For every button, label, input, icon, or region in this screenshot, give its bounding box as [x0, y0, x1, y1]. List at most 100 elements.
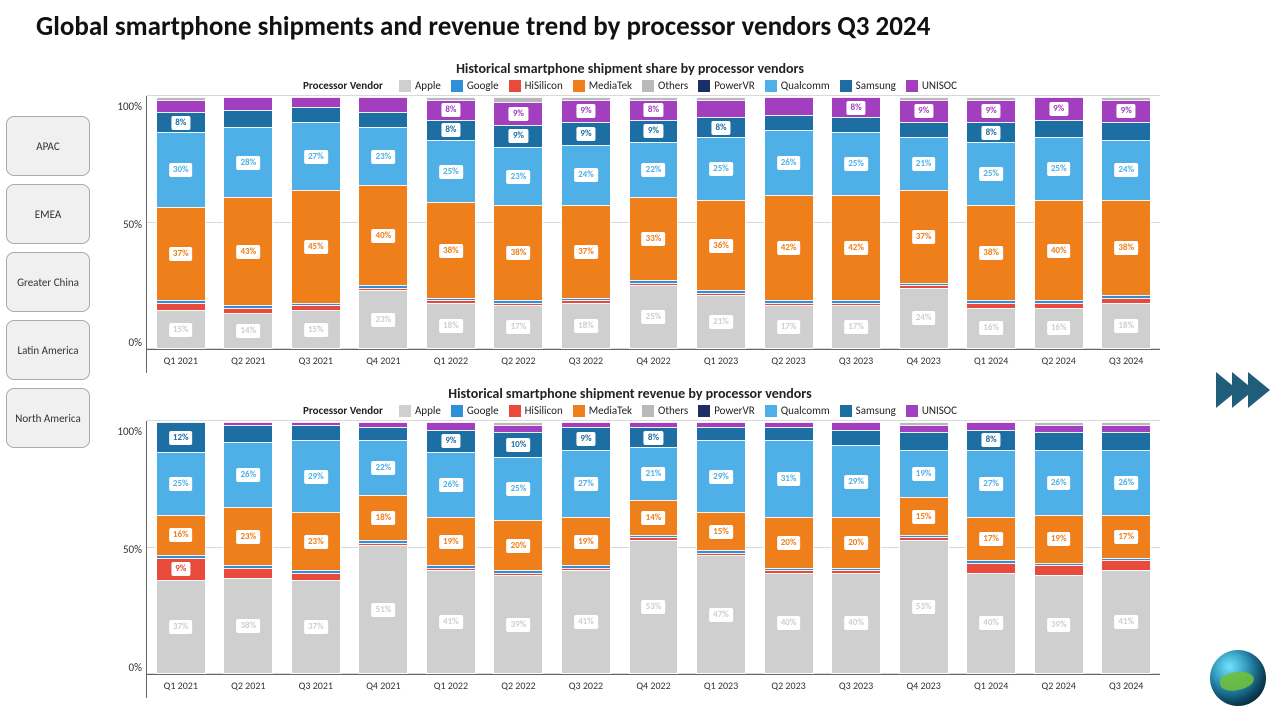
- bar-segment: [900, 283, 948, 286]
- bar-segment: 8%: [967, 122, 1015, 142]
- bar-column: 18%37%24%9%9%: [552, 96, 620, 349]
- next-arrows[interactable]: [1222, 372, 1270, 408]
- bar-segment: [224, 422, 272, 425]
- region-sidebar: APAC EMEA Greater China Latin America North …: [6, 116, 90, 448]
- bar-segment: [157, 300, 205, 303]
- region-button[interactable]: North America: [6, 388, 90, 448]
- x-tick-label: Q1 2024: [957, 349, 1025, 373]
- x-tick-label: Q4 2021: [350, 674, 418, 698]
- bar-segment: 30%: [157, 132, 205, 207]
- bar-segment: 16%: [157, 515, 205, 555]
- bar-segment: [292, 107, 340, 122]
- bar-segment: [292, 303, 340, 306]
- bar-segment: 27%: [292, 122, 340, 190]
- bar-segment: 38%: [427, 202, 475, 297]
- stacked-bar: 38%23%26%: [223, 421, 273, 674]
- legend-item: Others: [642, 79, 688, 92]
- segment-value-badge: 26%: [776, 155, 802, 171]
- bar-segment: 41%: [1102, 570, 1150, 673]
- segment-value-badge: 40%: [843, 615, 869, 631]
- region-button[interactable]: APAC: [6, 116, 90, 176]
- bar-segment: 9%: [900, 100, 948, 123]
- stacked-bar: 40%20%29%: [831, 421, 881, 674]
- bar-segment: [494, 570, 542, 573]
- bar-column: 39%20%25%10%: [485, 421, 553, 674]
- bar-segment: [157, 100, 205, 113]
- bar-segment: [765, 300, 813, 303]
- chart-legend: Processor VendorAppleGoogleHiSiliconMedi…: [303, 404, 957, 417]
- legend-item: Google: [451, 404, 499, 417]
- stacked-bar: 23%40%23%: [358, 96, 408, 349]
- bar-segment: [1102, 425, 1150, 433]
- segment-value-badge: 22%: [641, 162, 667, 178]
- bar-segment: [765, 303, 813, 306]
- x-tick-label: Q3 2024: [1092, 349, 1160, 373]
- bar-segment: [562, 422, 610, 427]
- bar-segment: 19%: [900, 450, 948, 498]
- bar-segment: 8%: [157, 112, 205, 132]
- bar-segment: 19%: [1035, 515, 1083, 563]
- segment-value-badge: 29%: [303, 469, 329, 485]
- segment-value-badge: 12%: [168, 430, 194, 446]
- bar-segment: 9%: [1102, 100, 1150, 123]
- bar-segment: [359, 427, 407, 440]
- segment-value-badge: 42%: [843, 240, 869, 256]
- x-tick-label: Q2 2024: [1025, 349, 1093, 373]
- bar-segment: 19%: [427, 517, 475, 565]
- bar-segment: 10%: [494, 432, 542, 457]
- bar-segment: [967, 560, 1015, 563]
- segment-value-badge: 23%: [303, 534, 329, 550]
- segment-value-badge: 38%: [506, 245, 532, 261]
- bar-column: 16%38%25%8%9%: [957, 96, 1025, 349]
- legend-item: Samsung: [840, 404, 896, 417]
- bar-segment: [765, 568, 813, 571]
- segment-value-badge: 27%: [573, 476, 599, 492]
- bar-segment: 41%: [427, 570, 475, 673]
- bar-segment: [765, 427, 813, 440]
- bar-segment: 18%: [359, 495, 407, 540]
- bar-segment: 43%: [224, 197, 272, 305]
- bar-segment: 17%: [967, 517, 1015, 560]
- bar-segment: 8%: [427, 100, 475, 120]
- bar-column: 15%37%30%8%: [147, 96, 215, 349]
- legend-item: Others: [642, 404, 688, 417]
- region-button[interactable]: Latin America: [6, 320, 90, 380]
- bar-segment: 38%: [967, 205, 1015, 300]
- stacked-bar: 24%37%21%9%: [899, 96, 949, 349]
- region-button[interactable]: EMEA: [6, 184, 90, 244]
- bar-segment: 53%: [900, 540, 948, 673]
- legend-item: UNISOC: [906, 79, 957, 92]
- bar-segment: 33%: [630, 197, 678, 280]
- bar-segment: 37%: [292, 580, 340, 673]
- bar-segment: [1035, 300, 1083, 303]
- segment-value-badge: 17%: [506, 319, 532, 335]
- bar-segment: 25%: [427, 140, 475, 203]
- bar-segment: [1035, 563, 1083, 566]
- segment-value-badge: 9%: [440, 433, 461, 449]
- x-tick-label: Q2 2022: [485, 349, 553, 373]
- bar-segment: [900, 537, 948, 540]
- bar-segment: 39%: [1035, 575, 1083, 673]
- segment-value-badge: 25%: [438, 164, 464, 180]
- segment-value-badge: 22%: [371, 460, 397, 476]
- bar-segment: [292, 425, 340, 440]
- bar-segment: 17%: [765, 305, 813, 348]
- segment-value-badge: 8%: [170, 115, 191, 131]
- bar-segment: [900, 97, 948, 100]
- bar-segment: [630, 283, 678, 286]
- segment-value-badge: 16%: [168, 527, 194, 543]
- bar-column: 17%42%26%: [755, 96, 823, 349]
- legend-swatch-icon: [698, 80, 710, 92]
- segment-value-badge: 25%: [641, 309, 667, 325]
- segment-value-badge: 33%: [641, 231, 667, 247]
- bar-segment: [697, 97, 745, 100]
- stacked-bar-chart: Historical smartphone shipment revenue b…: [100, 383, 1160, 698]
- bar-segment: [697, 293, 745, 296]
- region-button[interactable]: Greater China: [6, 252, 90, 312]
- bar-segment: 29%: [832, 445, 880, 518]
- bar-segment: [900, 422, 948, 425]
- stacked-bar: 53%14%21%8%: [629, 421, 679, 674]
- bar-segment: [697, 550, 745, 553]
- bar-segment: 20%: [494, 520, 542, 570]
- bar-segment: [630, 97, 678, 100]
